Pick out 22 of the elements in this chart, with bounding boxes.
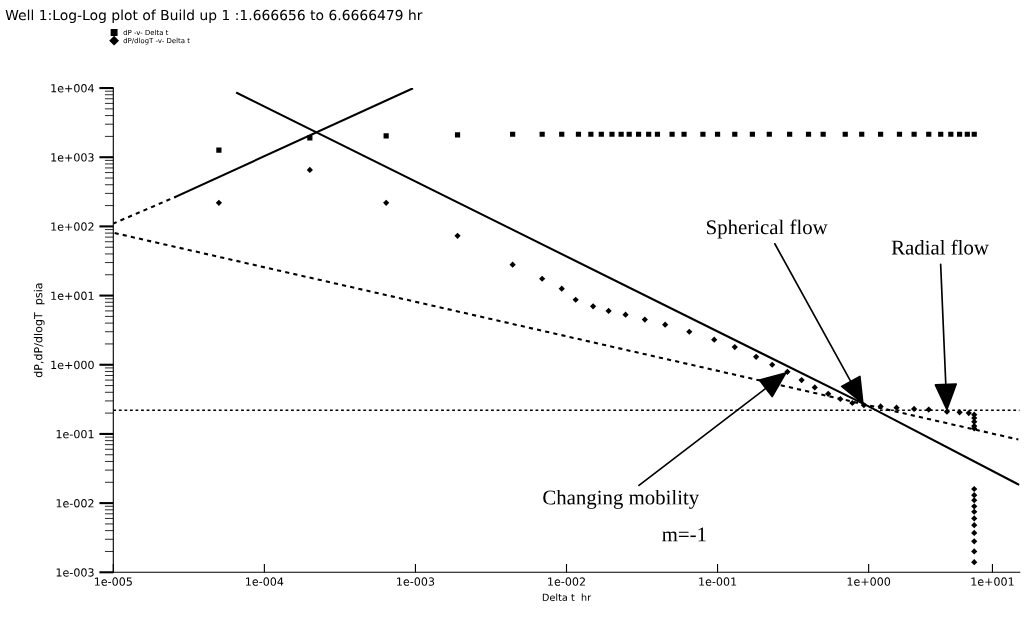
y-tick-label: 1e-002 — [56, 499, 94, 508]
y-tick-label: 1e+004 — [51, 84, 94, 93]
y-axis-title: dP,dP/dlogT psia — [33, 283, 45, 378]
chart-title: Well 1:Log-Log plot of Build up 1 :1.666656 to 6.6666479 hr — [5, 9, 423, 24]
y-tick-label: 1e-003 — [56, 568, 94, 577]
x-tick-label: 1e+001 — [971, 577, 1014, 586]
y-tick-label: 1e+003 — [51, 153, 94, 162]
y-tick-label: 1e+002 — [51, 222, 94, 231]
x-tick-label: 1e-003 — [397, 577, 435, 586]
x-tick-label: 1e-001 — [699, 577, 737, 586]
annotation: Radial flow — [891, 239, 989, 255]
y-tick-label: 1e-001 — [56, 429, 94, 439]
y-tick-label: 1e+000 — [51, 360, 94, 370]
x-tick-label: 1e+000 — [847, 577, 891, 586]
annotation: Spherical flow — [707, 219, 828, 239]
x-axis-title: Delta t hr — [542, 593, 592, 601]
y-tick-label: 1e+001 — [51, 291, 94, 300]
x-tick-label: 1e-002 — [548, 577, 585, 586]
annotation: m=-1 — [662, 527, 706, 542]
x-tick-label: 1e-004 — [246, 577, 284, 586]
x-tick-label: 1e-005 — [94, 577, 132, 586]
annotation: Changing mobility — [543, 489, 700, 509]
